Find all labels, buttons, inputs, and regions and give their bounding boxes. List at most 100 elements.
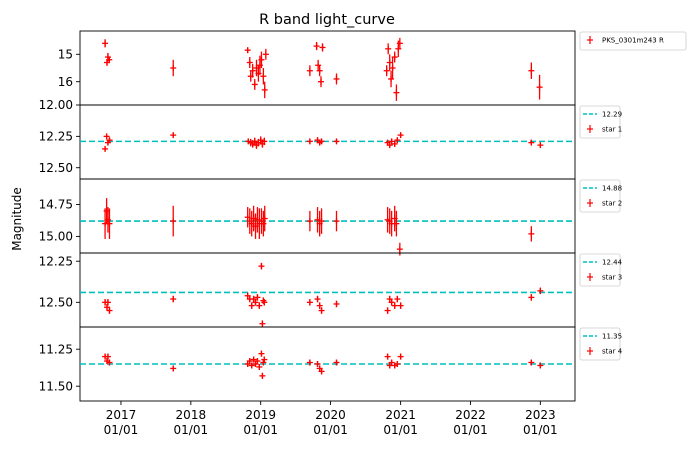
legend-1: PKS_0301m243 R	[579, 31, 687, 51]
data-point	[104, 353, 111, 360]
data-point	[261, 137, 268, 146]
data-point	[317, 76, 324, 88]
data-point	[384, 307, 391, 314]
data-point	[102, 145, 109, 152]
data-point	[306, 359, 313, 366]
data-point	[260, 68, 267, 85]
x-tick-label-date: 01/01	[243, 423, 278, 437]
data-point	[316, 302, 323, 309]
y-tick-label: 11.25	[39, 342, 73, 356]
y-tick-label: 14.75	[39, 198, 73, 212]
x-tick-label-date: 01/01	[523, 423, 558, 437]
data-point	[251, 78, 258, 90]
x-tick-label-date: 01/01	[174, 423, 209, 437]
data-point	[246, 358, 253, 365]
data-point	[396, 37, 403, 49]
panel-2: 12.00 12.25 12.50 12.29 star 1	[39, 98, 622, 180]
data-point	[391, 140, 398, 147]
y-tick-label: 12.25	[39, 254, 73, 268]
data-point	[319, 43, 326, 52]
data-point	[256, 363, 263, 370]
data-point	[537, 142, 544, 149]
data-point	[259, 372, 266, 379]
data-point	[396, 242, 403, 256]
data-point	[397, 302, 404, 309]
data-point	[388, 359, 395, 366]
y-tick-label: 16	[58, 75, 73, 89]
data-point	[306, 65, 313, 77]
panel-frame	[79, 252, 576, 328]
data-point	[106, 307, 113, 314]
data-point	[528, 294, 535, 301]
panel-frame	[79, 30, 576, 106]
data-point	[103, 133, 110, 140]
data-point	[256, 302, 263, 309]
legend-series-label: star 2	[602, 200, 622, 208]
data-point	[314, 361, 321, 367]
data-point	[170, 295, 177, 303]
legend-reference-label: 14.88	[602, 185, 622, 193]
legend-series-label: PKS_0301m243 R	[602, 37, 664, 45]
data-point	[306, 210, 313, 232]
data-point	[394, 295, 401, 303]
data-point	[528, 359, 535, 366]
panel-frame	[79, 178, 576, 254]
panel-4: 12.25 12.50 12.44 star 3	[39, 252, 623, 328]
panel-1: 15 16 PKS_0301m243 R	[58, 30, 687, 106]
data-point	[386, 142, 393, 149]
data-point	[106, 56, 113, 64]
data-point	[170, 205, 177, 237]
data-point	[261, 299, 268, 306]
x-tick-label-date: 01/01	[383, 423, 418, 437]
y-axis-label: Magnitude	[10, 187, 24, 251]
x-tick-label-year: 2021	[385, 408, 416, 422]
data-point	[333, 73, 340, 85]
y-tick-label: 15.00	[39, 230, 73, 244]
data-point	[318, 307, 325, 314]
legend-series-label: star 1	[602, 126, 622, 134]
data-point	[388, 299, 395, 306]
data-point	[170, 59, 177, 77]
x-tick-label-year: 2018	[176, 408, 207, 422]
data-point	[106, 137, 113, 144]
legend-4: 12.44 star 3	[579, 253, 623, 287]
legend-series-label: star 3	[602, 274, 622, 282]
data-point	[258, 262, 265, 270]
x-tick-label-year: 2022	[455, 408, 486, 422]
y-tick-label: 11.50	[39, 379, 73, 393]
data-point	[249, 63, 256, 78]
data-point	[248, 302, 255, 309]
y-tick-label: 12.25	[39, 130, 73, 144]
data-point	[259, 320, 266, 327]
data-point	[260, 297, 267, 304]
legend-3: 14.88 star 2	[579, 179, 622, 213]
data-point	[397, 353, 404, 360]
data-point	[258, 51, 265, 68]
x-tick-label-year: 2017	[106, 408, 137, 422]
data-point	[316, 65, 323, 77]
data-point	[260, 359, 267, 366]
data-point	[393, 84, 400, 101]
data-point	[246, 57, 253, 68]
x-tick-label-date: 01/01	[453, 423, 488, 437]
data-point	[244, 47, 251, 54]
data-point	[528, 226, 535, 242]
y-tick-label: 12.00	[39, 98, 73, 112]
data-point	[261, 81, 268, 99]
data-point	[313, 41, 320, 51]
chart-title: R band light_curve	[259, 12, 395, 28]
data-point	[536, 74, 543, 100]
x-tick-label-year: 2023	[525, 408, 556, 422]
data-point	[318, 138, 325, 145]
data-point	[318, 208, 325, 234]
legend-reference-label: 12.29	[602, 111, 622, 119]
data-point	[394, 361, 401, 367]
data-point	[262, 48, 269, 60]
data-point	[106, 208, 113, 239]
data-point	[388, 138, 395, 145]
panel-5: 11.25 11.50 11.35 star 4	[39, 326, 623, 405]
data-point	[170, 132, 177, 139]
x-tick-label-date: 01/01	[313, 423, 348, 437]
data-point	[397, 132, 404, 139]
